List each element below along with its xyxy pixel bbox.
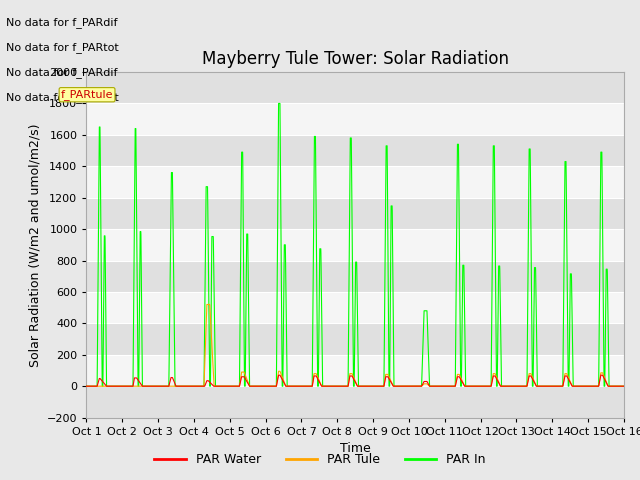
Text: No data for f_PARtot: No data for f_PARtot xyxy=(6,42,119,53)
Bar xyxy=(86,324,624,355)
X-axis label: Time: Time xyxy=(340,442,371,455)
Text: f_PARtule: f_PARtule xyxy=(61,89,113,100)
Text: No data for f_PARtot: No data for f_PARtot xyxy=(6,92,119,103)
Bar xyxy=(86,229,624,261)
Bar xyxy=(86,198,624,229)
Y-axis label: Solar Radiation (W/m2 and umol/m2/s): Solar Radiation (W/m2 and umol/m2/s) xyxy=(28,123,42,367)
Bar xyxy=(86,386,624,418)
Bar xyxy=(86,72,624,103)
Text: No data for f_PARdif: No data for f_PARdif xyxy=(6,67,118,78)
Bar xyxy=(86,103,624,135)
Bar xyxy=(86,292,624,324)
Text: No data for f_PARdif: No data for f_PARdif xyxy=(6,17,118,28)
Bar xyxy=(86,261,624,292)
Legend: PAR Water, PAR Tule, PAR In: PAR Water, PAR Tule, PAR In xyxy=(149,448,491,471)
Title: Mayberry Tule Tower: Solar Radiation: Mayberry Tule Tower: Solar Radiation xyxy=(202,49,509,68)
Bar xyxy=(86,135,624,166)
Bar xyxy=(86,355,624,386)
Bar xyxy=(86,166,624,198)
